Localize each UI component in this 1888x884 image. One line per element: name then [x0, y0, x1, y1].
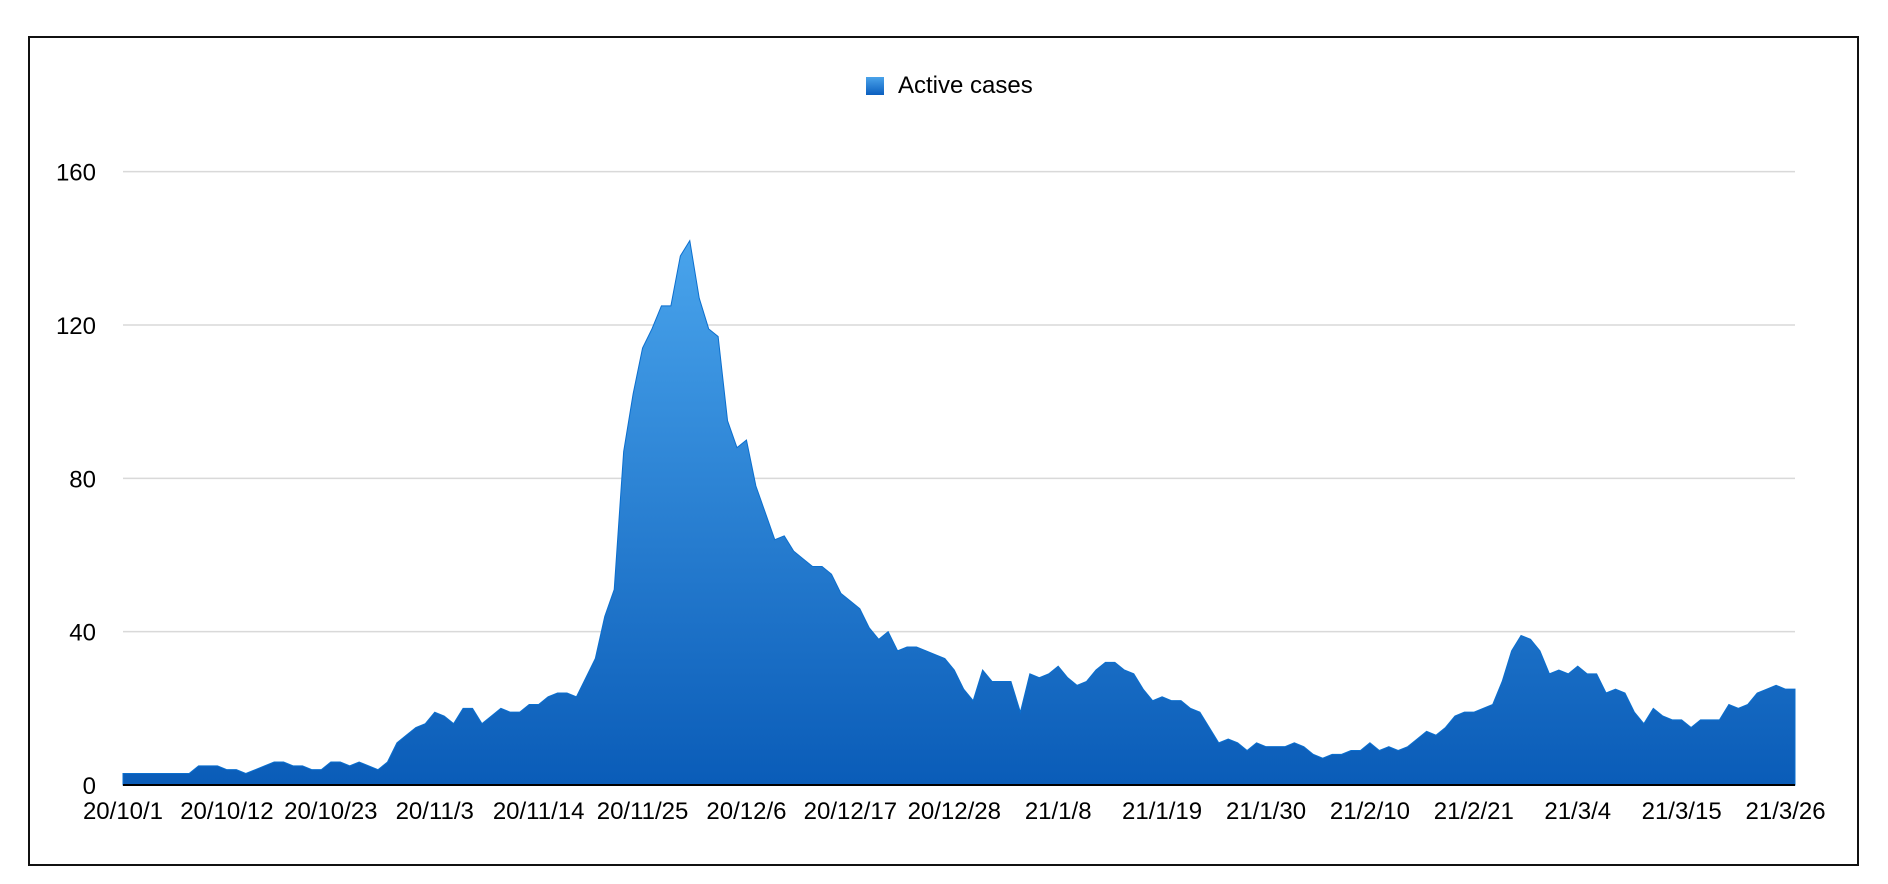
- y-tick-label: 0: [83, 773, 96, 800]
- y-tick-label: 120: [56, 313, 96, 340]
- series-area-active-cases: [122, 239, 1796, 786]
- x-tick-label: 20/12/6: [706, 798, 786, 825]
- x-tick-label: 21/1/8: [1025, 798, 1092, 825]
- x-tick-label: 21/3/4: [1544, 798, 1611, 825]
- area-fill-active-cases: [122, 239, 1796, 786]
- x-tick-label: 20/12/17: [804, 798, 897, 825]
- legend-label-active-cases: Active cases: [898, 72, 1033, 99]
- x-tick-label: 21/2/10: [1330, 798, 1410, 825]
- y-tick-label: 160: [56, 160, 96, 187]
- x-tick-label: 20/10/23: [284, 798, 377, 825]
- chart-legend: Active cases: [866, 72, 1033, 99]
- x-tick-label: 21/2/21: [1434, 798, 1514, 825]
- x-tick-label: 20/11/25: [597, 798, 689, 825]
- x-axis-tick-labels: 20/10/1 20/10/12 20/10/23 20/11/3 20/11/14 20…: [83, 798, 1826, 825]
- x-tick-label: 20/10/1: [83, 798, 163, 825]
- x-tick-label: 20/11/14: [493, 798, 585, 825]
- x-tick-label: 21/1/19: [1122, 798, 1202, 825]
- x-tick-label: 21/1/30: [1226, 798, 1306, 825]
- x-tick-label: 20/10/12: [180, 798, 273, 825]
- x-tick-label: 21/3/15: [1642, 798, 1722, 825]
- x-tick-label: 20/11/3: [396, 798, 474, 825]
- x-tick-label: 21/3/26: [1746, 798, 1826, 825]
- y-tick-label: 40: [69, 620, 96, 647]
- y-tick-label: 80: [69, 466, 96, 493]
- y-axis-tick-labels: 0 40 80 120 160: [56, 160, 96, 800]
- gridlines: [123, 170, 1795, 633]
- legend-swatch: [866, 77, 884, 95]
- x-tick-label: 20/12/28: [908, 798, 1001, 825]
